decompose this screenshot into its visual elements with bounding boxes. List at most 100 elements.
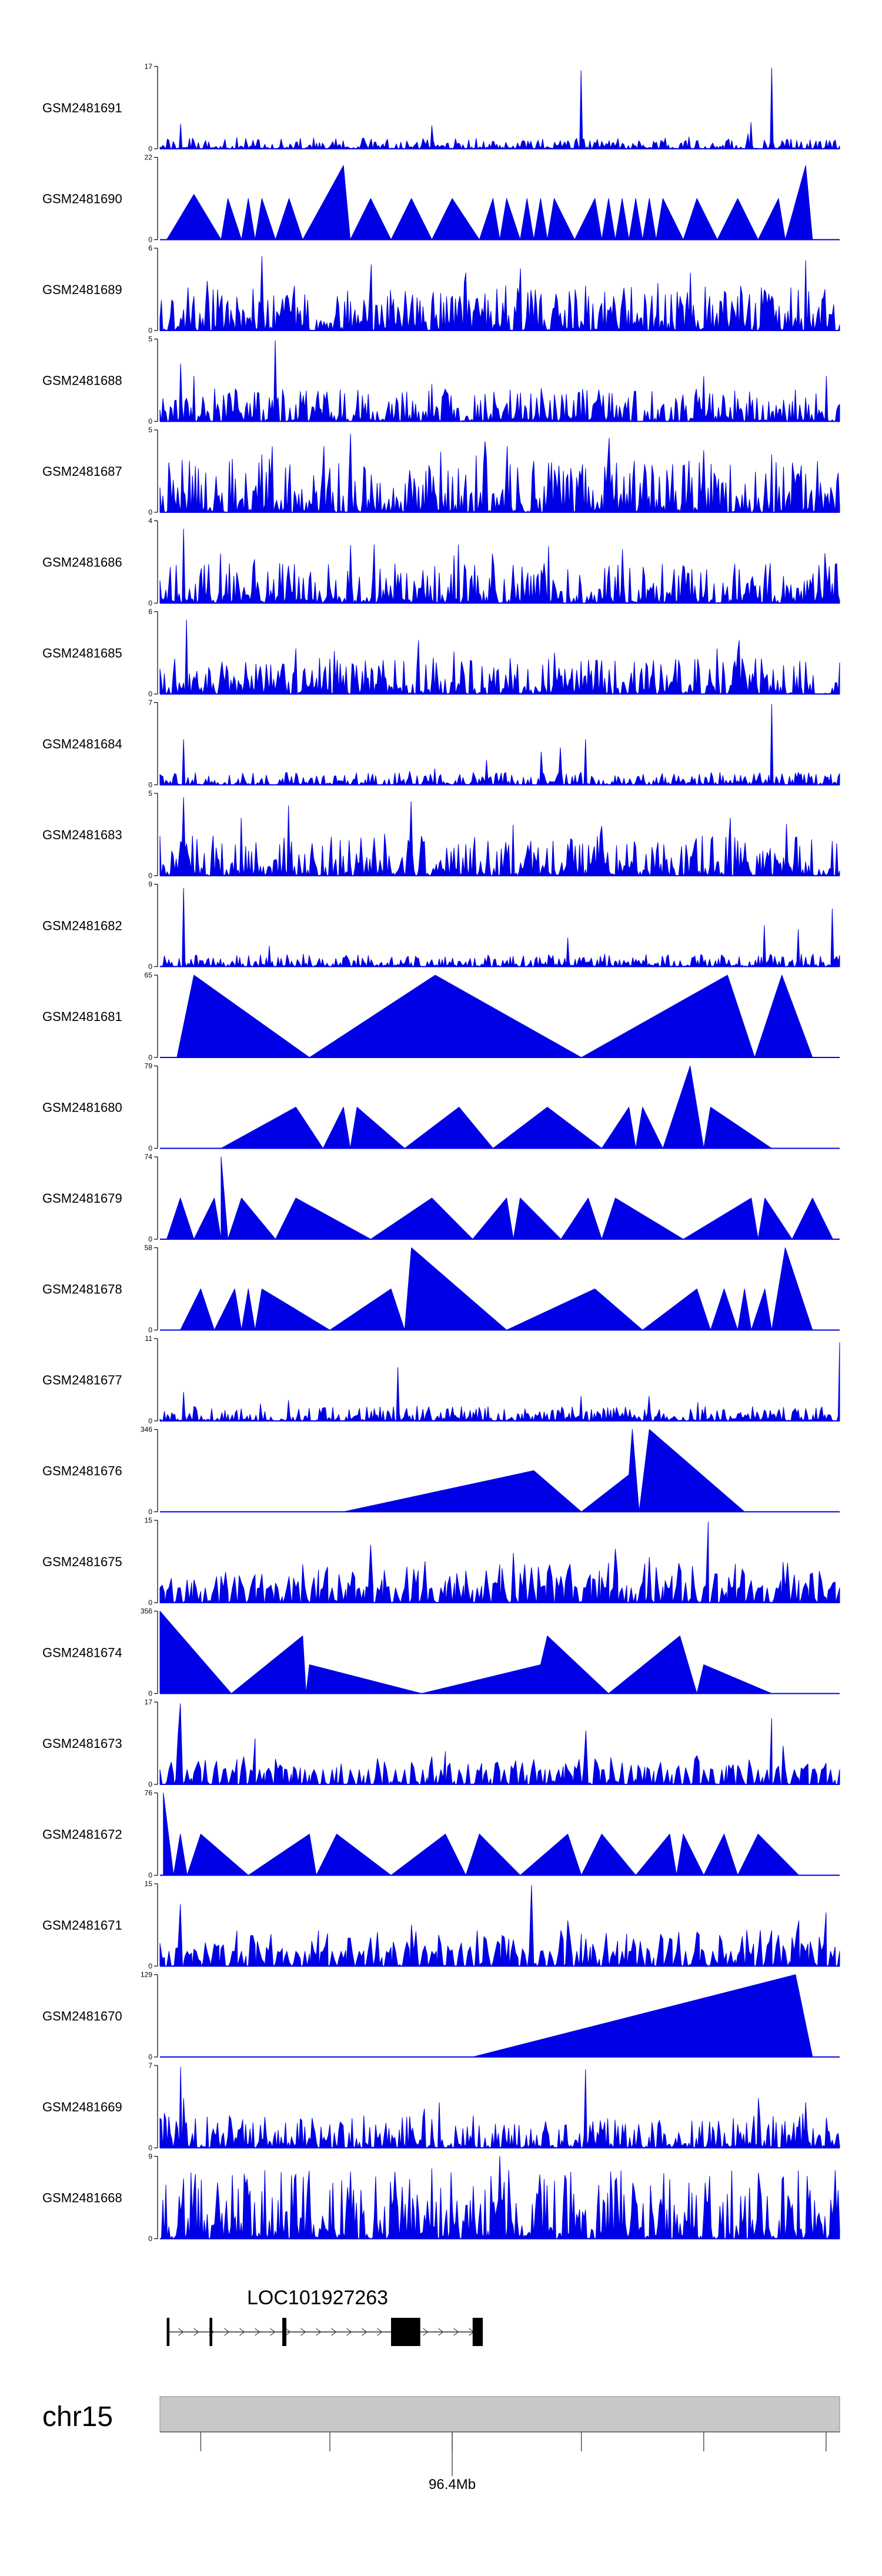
y-axis-min-label: 0 [148, 872, 152, 880]
signal-area [159, 1521, 840, 1603]
y-axis-max-label: 15 [145, 1516, 153, 1524]
signal-area [176, 975, 813, 1058]
y-axis-max-label: 9 [148, 2153, 152, 2161]
y-axis-min-label: 0 [148, 326, 152, 335]
y-axis-max-label: 22 [145, 154, 153, 162]
strand-arrow [300, 2328, 306, 2336]
gene-model: LOC101927263 [166, 2287, 483, 2346]
track-GSM2481690: GSM2481690 22 0 [42, 154, 840, 244]
strand-arrow [377, 2328, 383, 2336]
y-axis-min-label: 0 [148, 1690, 152, 1698]
signal-area [159, 797, 840, 876]
track-label: GSM2481686 [42, 555, 122, 570]
y-axis-max-label: 5 [148, 426, 152, 434]
y-axis-min-label: 0 [148, 599, 152, 608]
strand-arrow [331, 2328, 337, 2336]
y-axis-max-label: 17 [145, 62, 153, 71]
track-GSM2481677: GSM2481677 11 0 [42, 1334, 840, 1425]
signal-area [343, 1429, 745, 1512]
track-label: GSM2481673 [42, 1736, 122, 1751]
y-axis-max-label: 17 [145, 1698, 153, 1706]
y-axis-min-label: 0 [148, 1235, 152, 1243]
chromosome-band [159, 2396, 840, 2432]
y-axis-min-label: 0 [148, 418, 152, 426]
y-axis-min-label: 0 [148, 1962, 152, 1970]
strand-arrow [285, 2328, 291, 2336]
signal-area [159, 68, 840, 149]
track-label: GSM2481684 [42, 737, 122, 752]
y-axis-min-label: 0 [148, 2144, 152, 2152]
strand-arrow [453, 2328, 459, 2336]
gene-name-label: LOC101927263 [247, 2287, 388, 2309]
strand-arrow [193, 2328, 199, 2336]
y-axis-max-label: 356 [141, 1607, 152, 1616]
signal-area [163, 1793, 800, 1876]
track-GSM2481670: GSM2481670 129 0 [42, 1971, 840, 2061]
signal-area [166, 165, 813, 240]
track-label: GSM2481678 [42, 1282, 122, 1297]
gene-exon [166, 2318, 170, 2346]
signal-area [159, 619, 840, 695]
signal-area [159, 888, 840, 967]
y-axis-max-label: 58 [145, 1244, 153, 1252]
y-axis-min-label: 0 [148, 145, 152, 153]
signal-area [159, 340, 840, 422]
track-label: GSM2481688 [42, 373, 122, 388]
track-GSM2481679: GSM2481679 74 0 [42, 1153, 840, 1243]
track-label: GSM2481683 [42, 827, 122, 842]
y-axis-max-label: 7 [148, 699, 152, 707]
gene-exon [209, 2318, 213, 2346]
signal-area [180, 1247, 813, 1330]
y-axis-min-label: 0 [148, 1417, 152, 1425]
strand-arrow [239, 2328, 245, 2336]
strand-arrow [178, 2328, 184, 2336]
signal-area [159, 256, 840, 331]
strand-arrow [224, 2328, 230, 2336]
strand-arrow [346, 2328, 352, 2336]
y-axis-min-label: 0 [148, 1144, 152, 1153]
signal-area [159, 1611, 772, 1694]
y-axis-min-label: 0 [148, 1053, 152, 1062]
y-axis-max-label: 6 [148, 244, 152, 252]
track-GSM2481682: GSM2481682 9 0 [42, 880, 840, 971]
y-axis-max-label: 65 [145, 971, 153, 979]
y-axis-min-label: 0 [148, 1780, 152, 1788]
signal-area [159, 2067, 840, 2148]
track-label: GSM2481669 [42, 2100, 122, 2114]
signal-area [159, 703, 840, 785]
y-axis-min-label: 0 [148, 1599, 152, 1607]
track-label: GSM2481689 [42, 282, 122, 297]
y-axis-min-label: 0 [148, 2053, 152, 2061]
strand-arrow [255, 2328, 260, 2336]
track-label: GSM2481681 [42, 1009, 122, 1024]
signal-area [159, 1703, 840, 1785]
gene-exon [282, 2318, 287, 2346]
y-axis-max-label: 5 [148, 335, 152, 343]
track-GSM2481668: GSM2481668 9 0 [42, 2153, 840, 2243]
track-label: GSM2481676 [42, 1464, 122, 1479]
track-label: GSM2481679 [42, 1191, 122, 1206]
track-label: GSM2481674 [42, 1646, 122, 1660]
signal-area [166, 1156, 833, 1240]
y-axis-min-label: 0 [148, 1871, 152, 1880]
gene-exon [472, 2318, 483, 2346]
y-axis-max-label: 129 [141, 1971, 152, 1979]
track-label: GSM2481680 [42, 1100, 122, 1115]
signal-area [159, 433, 840, 513]
y-axis-max-label: 15 [145, 1880, 153, 1888]
signal-tracks: GSM2481691170GSM2481690220GSM248168960GS… [42, 62, 840, 2243]
chromosome-name-label: chr15 [42, 2401, 113, 2432]
track-label: GSM2481685 [42, 646, 122, 660]
track-GSM2481676: GSM2481676 346 0 [42, 1426, 840, 1516]
track-GSM2481687: GSM2481687 5 0 [42, 426, 840, 516]
signal-area [159, 529, 840, 603]
y-axis-min-label: 0 [148, 2235, 152, 2243]
y-axis-max-label: 6 [148, 608, 152, 616]
strand-arrow [316, 2328, 322, 2336]
signal-area [220, 1066, 772, 1149]
track-GSM2481681: GSM2481681 65 0 [42, 971, 840, 1062]
y-axis-max-label: 7 [148, 2061, 152, 2070]
y-axis-max-label: 4 [148, 517, 152, 525]
y-axis-max-label: 9 [148, 880, 152, 889]
